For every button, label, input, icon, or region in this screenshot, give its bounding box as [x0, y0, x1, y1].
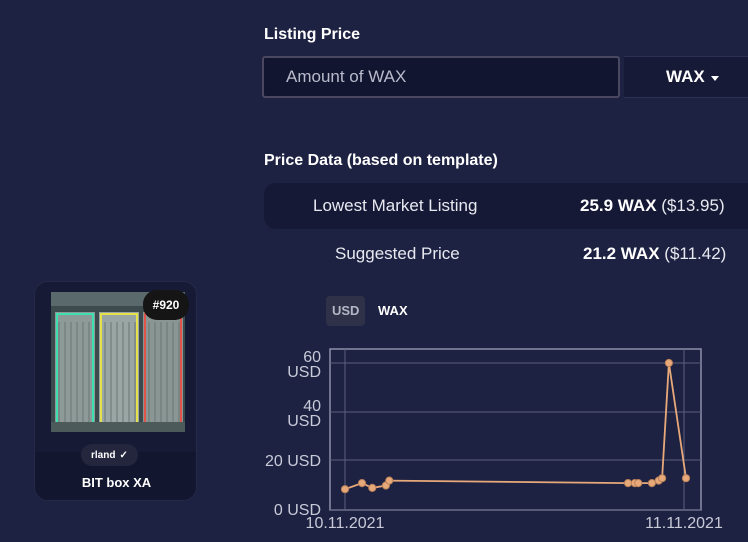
y-tick-0: 0 USD: [274, 502, 321, 519]
collection-name: rland: [91, 449, 116, 461]
suggested-price-row: Suggested Price 21.2 WAX ($11.42): [264, 231, 748, 277]
y-tick-60-top: 60: [303, 349, 321, 366]
price-point[interactable]: [623, 479, 633, 488]
x-tick-11-11-2021: 11.11.2021: [645, 515, 723, 532]
suggested-price-label: Suggested Price: [335, 244, 460, 263]
y-tick-20: 20 USD: [265, 453, 321, 470]
suggested-price-value: 21.2 WAX ($11.42): [583, 244, 727, 263]
chevron-down-icon: [710, 75, 719, 81]
y-tick-40-unit: USD: [287, 413, 321, 430]
price-point[interactable]: [634, 479, 643, 488]
lowest-market-listing-row: Lowest Market Listing 25.9 WAX ($13.95): [264, 183, 748, 229]
bit-box-image: #920: [35, 282, 196, 452]
price-point[interactable]: [385, 476, 394, 485]
price-series-points: [340, 358, 691, 494]
mint-number-badge: #920: [143, 290, 189, 320]
price-series-line: [344, 362, 687, 491]
price-data-title: Price Data (based on template): [264, 152, 498, 169]
x-tick-10-11-2021: 10.11.2021: [306, 515, 385, 532]
y-tick-40-top: 40: [303, 398, 321, 415]
collection-pill[interactable]: rland ✓: [81, 444, 138, 466]
price-point[interactable]: [357, 479, 367, 488]
price-point[interactable]: [340, 485, 350, 494]
usd-toggle-button[interactable]: USD: [326, 296, 366, 326]
grid-lines: [330, 349, 701, 511]
price-point[interactable]: [664, 358, 673, 368]
lowest-market-listing-label: Lowest Market Listing: [313, 196, 478, 215]
price-point[interactable]: [647, 479, 656, 488]
asset-card[interactable]: #920 rland ✓ BIT box XA: [34, 281, 197, 501]
lowest-market-listing-value: 25.9 WAX ($13.95): [580, 196, 725, 215]
currency-label: WAX: [666, 67, 705, 86]
currency-dropdown[interactable]: WAX: [624, 56, 748, 98]
verified-check-icon: ✓: [119, 449, 128, 461]
asset-name: BIT box XA: [81, 475, 152, 490]
price-point[interactable]: [658, 474, 667, 483]
price-point[interactable]: [681, 474, 691, 483]
wax-amount-input[interactable]: [262, 56, 620, 98]
price-point[interactable]: [368, 483, 377, 492]
price-history-chart: 60 USD 40 USD 20 USD 0 USD 10.11.2021 11…: [265, 348, 723, 532]
listing-price-title: Listing Price: [264, 26, 361, 43]
y-tick-60-unit: USD: [287, 364, 321, 381]
wax-toggle-button[interactable]: WAX: [378, 303, 408, 318]
